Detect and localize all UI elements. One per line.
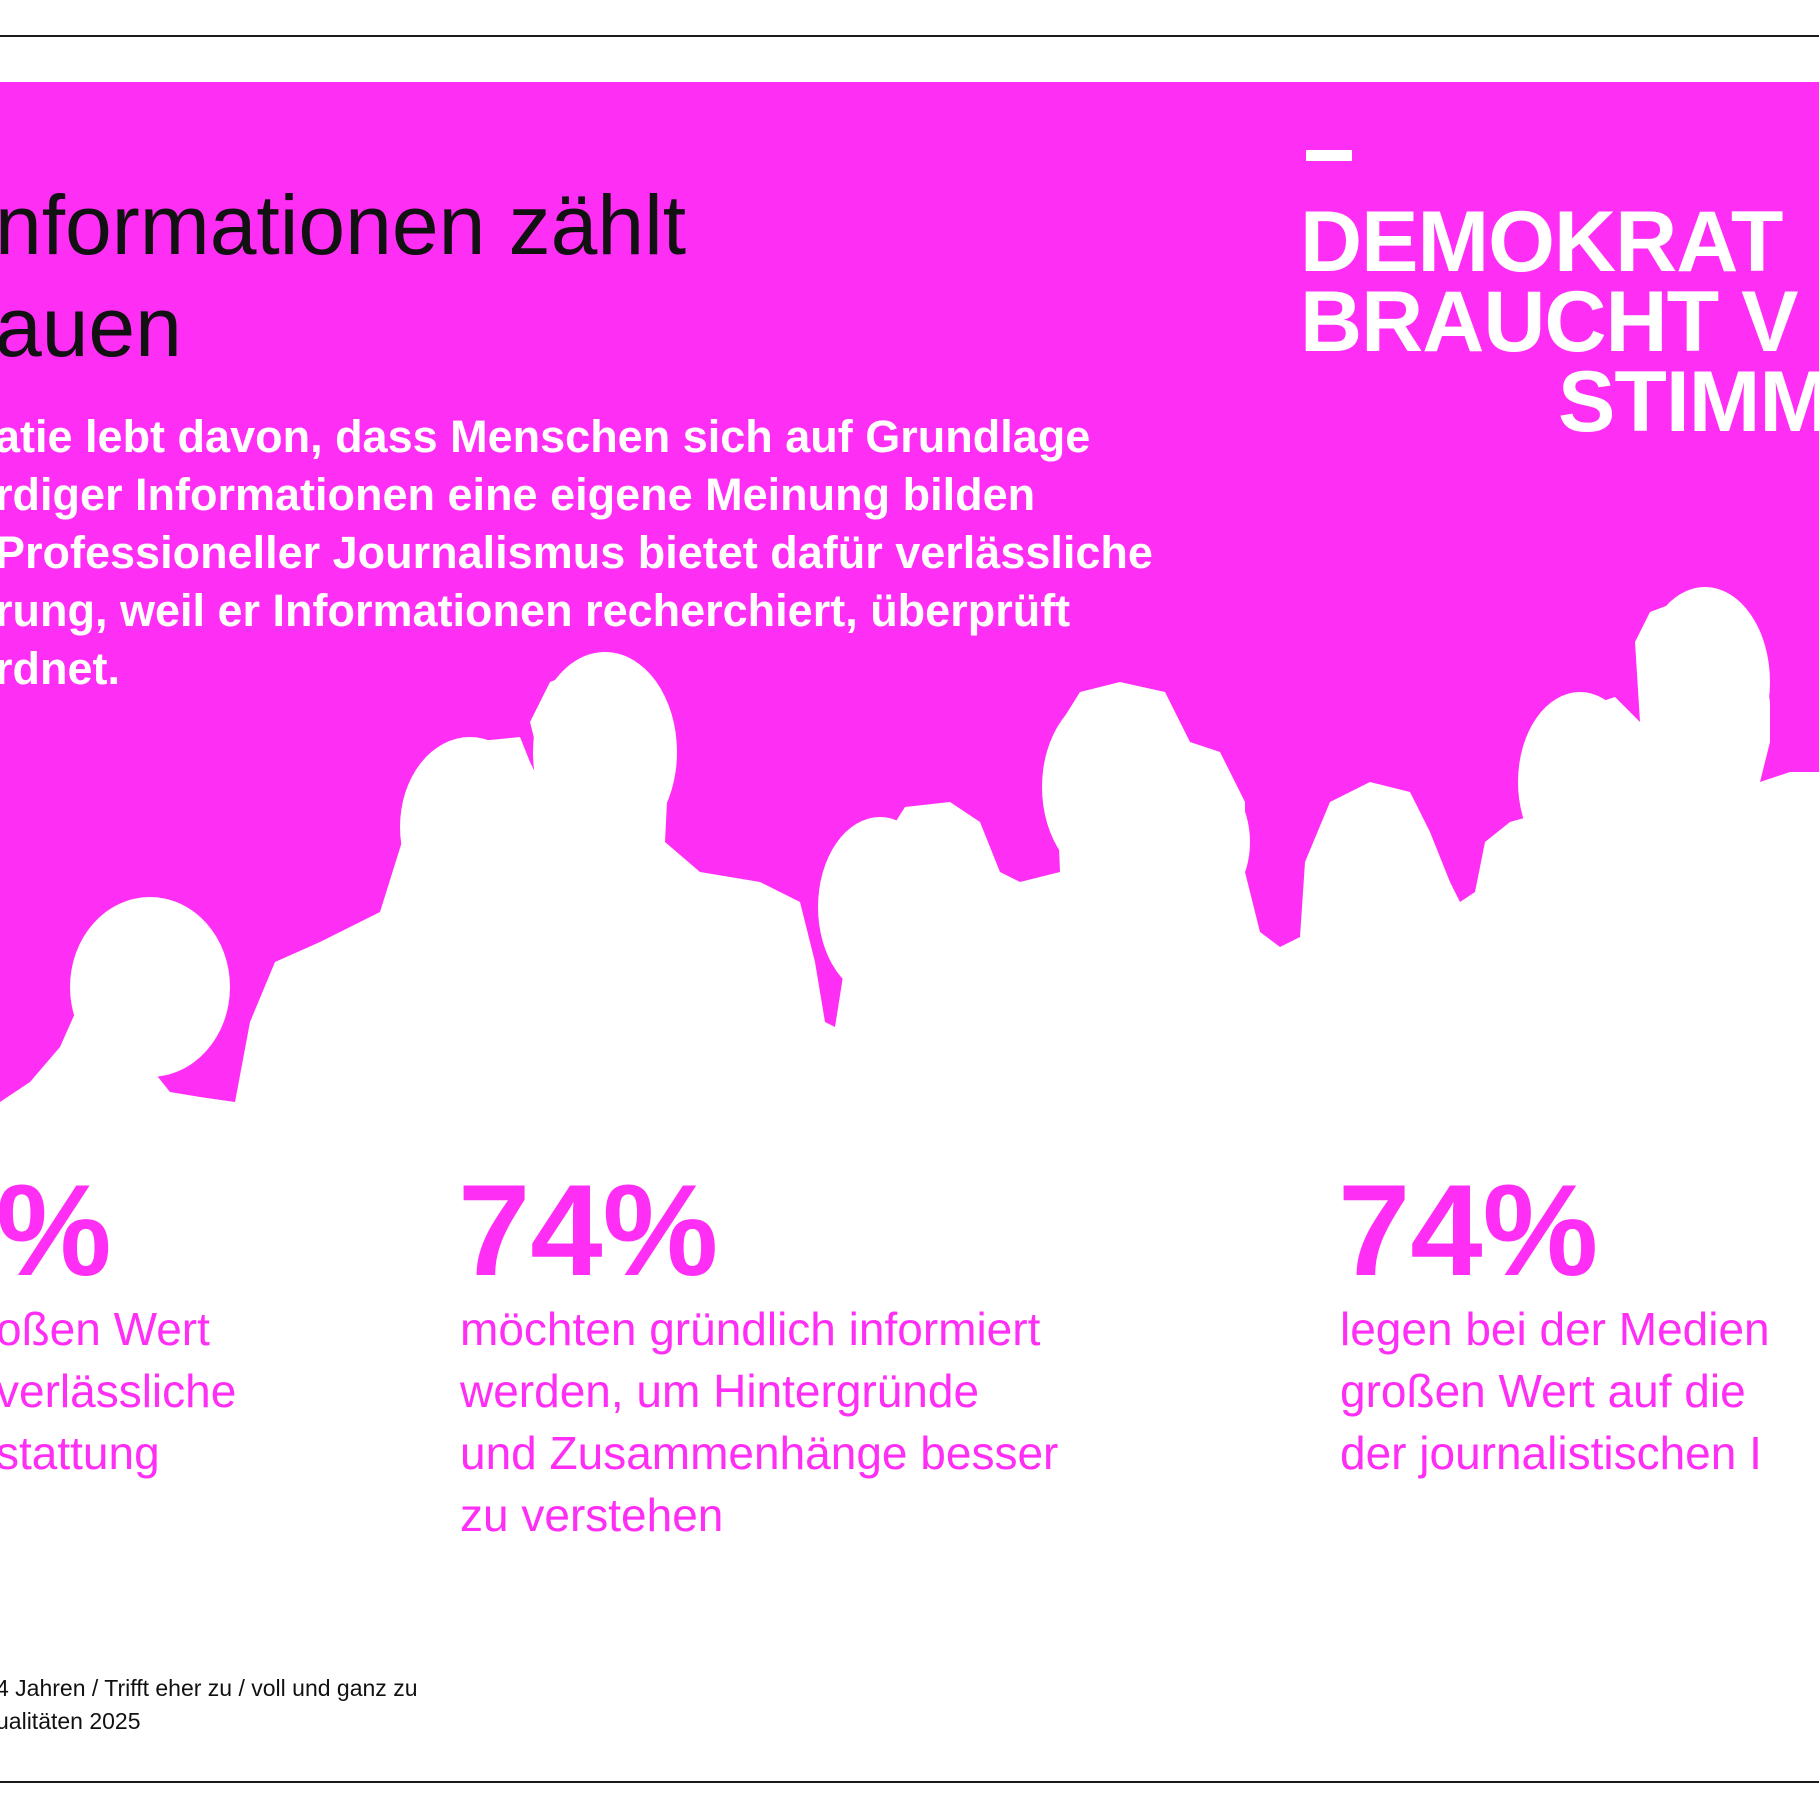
- stat-1-value: %: [0, 1157, 112, 1303]
- stat-2-description: möchten gründlich informiert werden, um …: [460, 1298, 1058, 1546]
- source-footnote: 4 Jahren / Trifft eher zu / voll und gan…: [0, 1672, 417, 1738]
- stat-2-line-4: zu verstehen: [460, 1489, 724, 1541]
- crowd-silhouette: [0, 587, 1819, 1172]
- logo-line-3: STIMM: [1558, 354, 1819, 450]
- intro-line-5: rdnet.: [0, 643, 121, 694]
- stat-3-line-3: der journalistischen I: [1340, 1427, 1762, 1479]
- stat-3-description: legen bei der Medien großen Wert auf die…: [1340, 1298, 1770, 1484]
- intro-line-2: rdiger Informationen eine eigene Meinung…: [0, 469, 1036, 520]
- top-divider: [0, 35, 1819, 37]
- footnote-line-1: 4 Jahren / Trifft eher zu / voll und gan…: [0, 1675, 418, 1701]
- logo-line-2: BRAUCHT V: [1300, 274, 1798, 370]
- stat-2-line-2: werden, um Hintergründe: [460, 1365, 980, 1417]
- logo-dash: [1306, 150, 1352, 161]
- intro-line-4: rung, weil er Informationen recherchiert…: [0, 585, 1071, 636]
- stat-2-value: 74%: [458, 1157, 719, 1303]
- headline: nformationen zählt auen: [0, 174, 686, 378]
- stat-3-value: 74%: [1338, 1157, 1599, 1303]
- stat-1-line-3: stattung: [0, 1427, 160, 1479]
- campaign-logo: DEMOKRAT BRAUCHT V STIMM: [1300, 194, 1819, 450]
- stat-1-line-2: verlässliche: [0, 1365, 237, 1417]
- intro-line-1: atie lebt davon, dass Menschen sich auf …: [0, 411, 1091, 462]
- footnote-line-2: ualitäten 2025: [0, 1708, 141, 1734]
- intro-line-3: Professioneller Journalismus bietet dafü…: [0, 527, 1153, 578]
- headline-line-2: auen: [0, 280, 182, 374]
- stat-1-line-1: oßen Wert: [0, 1303, 210, 1355]
- bottom-divider: [0, 1781, 1819, 1783]
- stat-2-line-3: und Zusammenhänge besser: [460, 1427, 1059, 1479]
- intro-paragraph: atie lebt davon, dass Menschen sich auf …: [0, 408, 1153, 698]
- stat-2-line-1: möchten gründlich informiert: [460, 1303, 1041, 1355]
- stat-1-description: oßen Wert verlässliche stattung: [0, 1298, 236, 1484]
- stat-3-line-1: legen bei der Medien: [1340, 1303, 1770, 1355]
- headline-line-1: nformationen zählt: [0, 178, 687, 272]
- logo-line-1: DEMOKRAT: [1300, 194, 1783, 290]
- stat-3-line-2: großen Wert auf die: [1340, 1365, 1746, 1417]
- hero-banner: nformationen zählt auen atie lebt davon,…: [0, 82, 1819, 1172]
